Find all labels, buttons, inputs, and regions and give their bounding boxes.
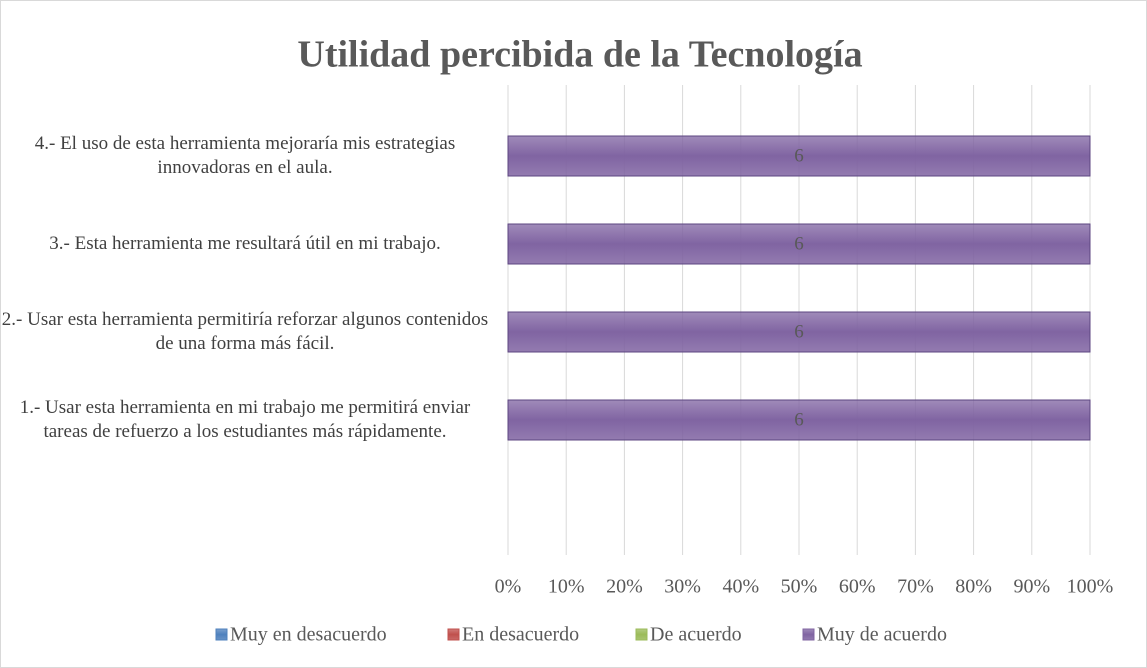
- legend-label: Muy de acuerdo: [817, 624, 947, 646]
- x-tick-label: 60%: [839, 576, 876, 598]
- x-tick-label: 40%: [722, 576, 759, 598]
- legend-label: En desacuerdo: [462, 624, 579, 646]
- legend-swatch: [447, 628, 460, 641]
- data-label: 6: [794, 409, 804, 430]
- bar-segment: [507, 223, 1091, 265]
- x-tick-label: 90%: [1013, 576, 1050, 598]
- legend-label: De acuerdo: [650, 624, 742, 646]
- x-tick-label: 20%: [606, 576, 643, 598]
- x-tick-label: 100%: [1067, 576, 1114, 598]
- y-tick-label: 4.- El uso de esta herramienta mejoraría…: [34, 133, 456, 178]
- x-tick-label: 70%: [897, 576, 934, 598]
- bar-segment: [507, 311, 1091, 353]
- y-tick-label: 1.- Usar esta herramienta en mi trabajo …: [19, 397, 471, 442]
- x-tick-label: 30%: [664, 576, 701, 598]
- data-label: 6: [794, 233, 804, 254]
- legend-swatch: [802, 628, 815, 641]
- legend-label: Muy en desacuerdo: [230, 624, 387, 646]
- bar-segment: [507, 399, 1091, 441]
- x-tick-label: 50%: [781, 576, 818, 598]
- legend-swatch: [635, 628, 648, 641]
- data-label: 6: [794, 145, 804, 166]
- x-tick-label: 10%: [548, 576, 585, 598]
- data-label: 6: [794, 321, 804, 342]
- x-tick-label: 0%: [495, 576, 522, 598]
- legend-swatch: [215, 628, 228, 641]
- x-tick-label: 80%: [955, 576, 992, 598]
- y-tick-label: 2.- Usar esta herramienta permitiría ref…: [1, 309, 489, 354]
- chart-title: Utilidad percibida de la Tecnología: [297, 34, 862, 76]
- y-tick-label: 3.- Esta herramienta me resultará útil e…: [49, 233, 441, 254]
- bar-segment: [507, 135, 1091, 177]
